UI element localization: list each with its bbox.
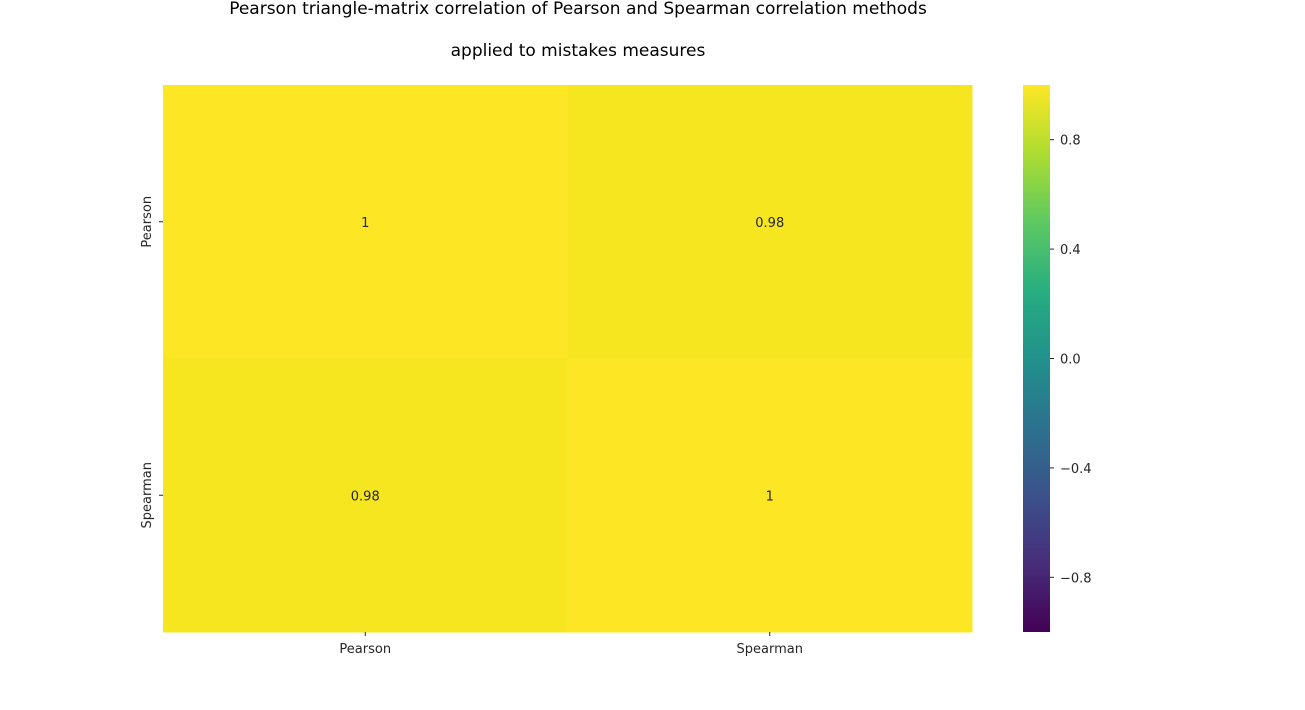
heatmap-cell-label: 0.98 [755, 216, 784, 231]
colorbar-tick-label: −0.8 [1060, 571, 1092, 586]
heatmap-cell-label: 0.98 [351, 489, 380, 504]
y-tick-label: Pearson [140, 196, 155, 248]
x-tick-label: Pearson [339, 642, 391, 657]
colorbar-tick-label: 0.4 [1060, 243, 1081, 258]
heatmap-cells [163, 85, 973, 633]
heatmap-cell-label: 1 [766, 489, 774, 504]
colorbar-tick-label: 0.0 [1060, 353, 1081, 368]
chart-title-line-1: Pearson triangle-matrix correlation of P… [229, 0, 927, 19]
colorbar [1023, 85, 1050, 632]
colorbar-tick-label: 0.8 [1060, 134, 1081, 149]
heatmap-annotations: 1 0.98 0.98 1 [351, 216, 784, 505]
x-tick-label: Spearman [737, 642, 803, 657]
colorbar-ticks: 0.8 0.4 0.0 −0.4 −0.8 [1050, 134, 1092, 586]
heatmap-cell [163, 85, 568, 359]
heatmap-cell [567, 85, 973, 359]
chart-title-line-2: applied to mistakes measures [451, 41, 706, 61]
heatmap-cell [567, 358, 973, 633]
y-axis-ticks: Pearson Spearman [140, 196, 163, 528]
x-axis-ticks: Pearson Spearman [339, 632, 803, 657]
y-tick-label: Spearman [140, 462, 155, 528]
heatmap-cell-label: 1 [361, 216, 369, 231]
colorbar-tick-label: −0.4 [1060, 462, 1092, 477]
heatmap-cell [163, 358, 568, 633]
